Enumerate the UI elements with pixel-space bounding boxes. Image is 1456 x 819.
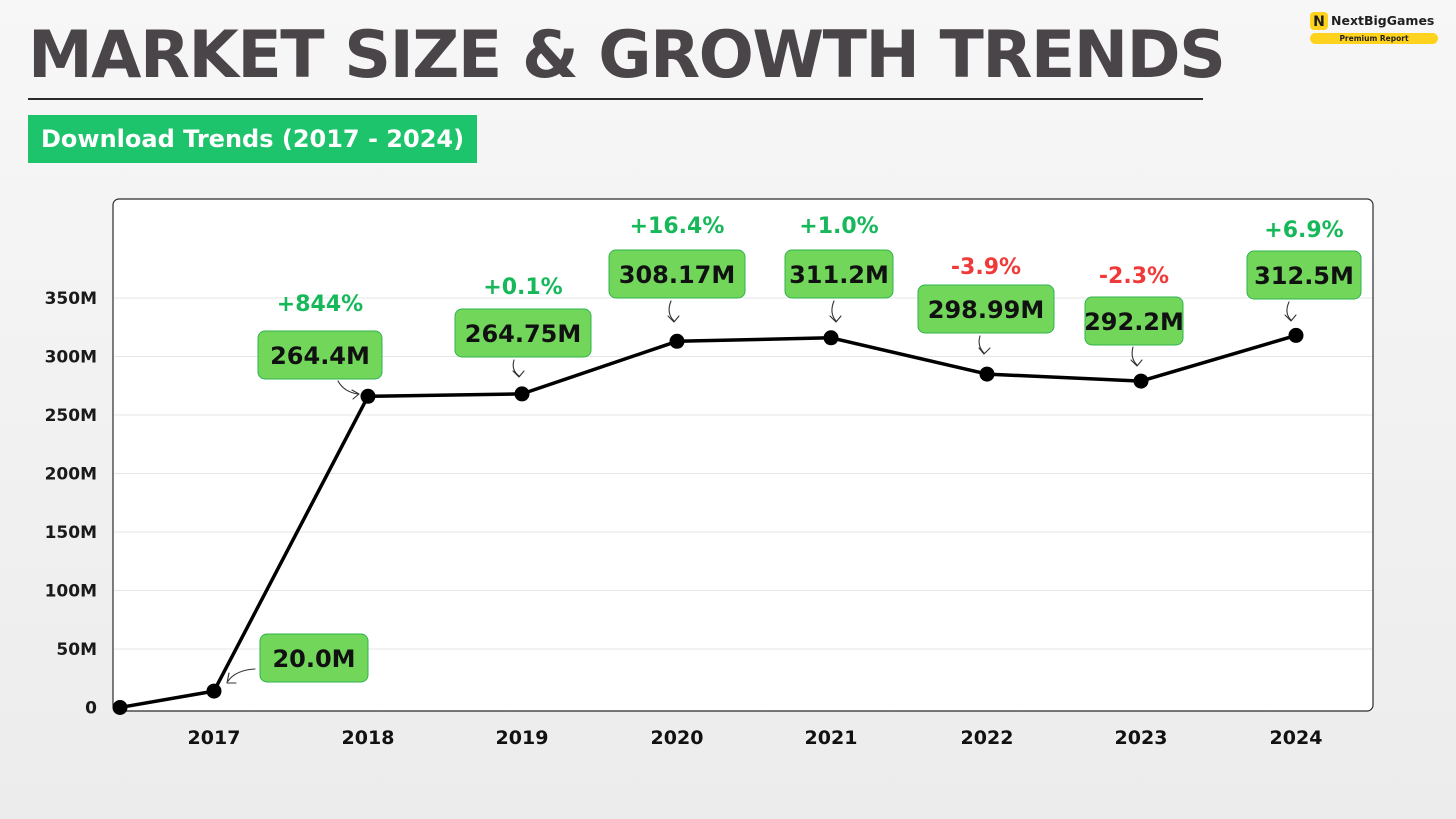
data-label-box <box>917 284 1055 334</box>
premium-report-badge: Premium Report <box>1310 33 1438 44</box>
callout-arrow <box>978 335 985 354</box>
data-label: 264.4M <box>270 342 370 370</box>
callout-arrowhead <box>978 347 991 355</box>
callout-arrowhead <box>226 672 237 684</box>
growth-label: +844% <box>277 292 363 317</box>
callout-arrow <box>337 380 359 395</box>
data-label: 292.2M <box>1084 308 1184 336</box>
data-label-box <box>784 249 894 299</box>
brand-name: NextBigGames <box>1331 13 1435 28</box>
brand-block: N NextBigGames Premium Report <box>1310 12 1438 44</box>
callout-arrow <box>1131 346 1138 366</box>
data-point <box>514 386 530 402</box>
x-tick-label: 2023 <box>1115 727 1168 749</box>
x-tick-label: 2021 <box>805 727 858 749</box>
callout-arrowhead <box>351 389 360 400</box>
data-point <box>669 333 685 349</box>
data-point <box>823 330 839 346</box>
data-label-box <box>259 633 369 683</box>
callout-arrow <box>831 300 837 322</box>
data-label: 312.5M <box>1254 262 1354 290</box>
data-label-box <box>1246 250 1362 300</box>
data-point <box>979 366 995 382</box>
growth-label: +6.9% <box>1264 218 1343 243</box>
y-tick-label: 250M <box>45 406 97 426</box>
data-label: 298.99M <box>928 296 1045 324</box>
growth-label: -2.3% <box>1099 264 1169 289</box>
x-tick-label: 2022 <box>961 727 1014 749</box>
section-label: Download Trends (2017 - 2024) <box>28 115 478 163</box>
growth-label: +1.0% <box>799 214 878 239</box>
data-label: 308.17M <box>619 261 736 289</box>
page-title: MARKET SIZE & GROWTH TRENDS <box>28 18 1226 93</box>
brand-logo-icon: N <box>1310 12 1328 30</box>
y-tick-label: 300M <box>45 348 97 368</box>
y-tick-label: 150M <box>45 523 97 543</box>
data-point <box>206 683 222 699</box>
x-tick-label: 2018 <box>342 727 395 749</box>
y-tick-label: 100M <box>45 582 97 602</box>
data-label-box <box>257 330 383 380</box>
y-tick-label: 0 <box>85 699 97 719</box>
growth-label: +16.4% <box>630 214 725 239</box>
data-label: 311.2M <box>789 261 889 289</box>
callout-arrowhead <box>512 370 525 378</box>
y-tick-label: 50M <box>56 640 97 660</box>
growth-label: +0.1% <box>483 275 562 300</box>
callout-arrow <box>1286 301 1292 321</box>
data-point <box>1133 373 1149 389</box>
data-point <box>112 700 128 715</box>
callout-arrowhead <box>667 315 680 323</box>
data-label-box <box>1084 296 1184 346</box>
x-tick-label: 2024 <box>1270 727 1323 749</box>
x-tick-label: 2017 <box>188 727 241 749</box>
x-tick-label: 2020 <box>651 727 704 749</box>
title-divider <box>28 98 1203 100</box>
data-label: 264.75M <box>465 320 582 348</box>
callout-arrowhead <box>1284 314 1297 322</box>
plot-area <box>112 198 1374 712</box>
callout-arrowhead <box>1130 359 1143 367</box>
data-label: 20.0M <box>272 645 355 673</box>
callout-arrow <box>512 359 520 377</box>
data-label-box <box>454 308 592 358</box>
callout-arrowhead <box>829 315 842 323</box>
data-point <box>360 388 376 404</box>
callout-arrow <box>668 300 675 322</box>
growth-label: -3.9% <box>951 255 1021 280</box>
data-point <box>1288 327 1304 343</box>
callout-arrow <box>227 668 256 682</box>
brand-logo-letter: N <box>1313 14 1325 30</box>
data-label-box <box>608 249 746 299</box>
y-tick-label: 200M <box>45 465 97 485</box>
x-tick-label: 2019 <box>496 727 549 749</box>
y-tick-label: 350M <box>45 289 97 309</box>
